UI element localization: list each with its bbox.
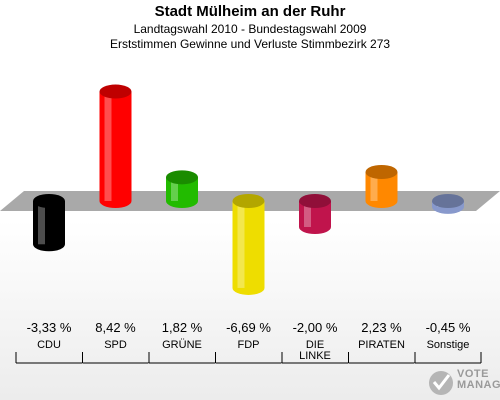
logo-line-2: MANAGER [457,379,500,391]
category-label-die-linke: DIE LINKE [299,339,331,362]
bar-die-linke [299,194,331,234]
category-label-fdp: FDP [238,339,260,351]
bar-spd [99,84,132,208]
logo-text: VOTE MANAGER [457,369,500,391]
category-labels-group: CDU SPD GRÜNE FDP DIE LINKE PIRATEN Sonstige [15,339,482,364]
chart-subtitle-2: Erststimmen Gewinne und Verluste Stimmbe… [109,37,391,51]
bar-bottom-cap [299,220,331,234]
logo-line-1: VOTE [457,368,489,380]
bar-top-cap [99,84,132,99]
category-label-spd: SPD [104,339,127,351]
bar-top-cap [299,194,331,208]
bar-top-cap [432,194,464,208]
category-label-cdu: CDU [37,339,61,351]
bar-highlight [237,201,245,288]
value-label-sonstige: -0,45 % [426,320,471,335]
chart-title: Stadt Mülheim an der Ruhr [154,3,346,20]
bar-cdu [33,194,65,252]
value-label-piraten: 2,23 % [361,320,402,335]
chart-subtitle: Landtagswahl 2010 - Bundestagswahl 2009 [133,22,367,36]
value-label-fdp: -6,69 % [226,320,271,335]
bar-top-cap [166,170,198,185]
bar-highlight [171,177,178,201]
bar-piraten [365,165,398,208]
value-label-cdu: -3,33 % [27,320,72,335]
bar-top-cap [33,194,65,208]
value-label-spd: 8,42 % [95,320,136,335]
bar-bottom-cap [232,280,265,295]
bar-gr-ne [166,170,198,208]
bar-top-cap [232,194,265,208]
bar-bottom-cap [166,194,198,208]
value-labels-group: -3,33 % 8,42 % 1,82 % -6,69 % -2,00 % 2,23 % -… [27,320,471,335]
bar-fdp [232,194,265,295]
category-label-gr-ne: GRÜNE [162,339,202,351]
bar-bottom-cap [33,237,65,252]
vote-manager-logo [429,371,453,395]
value-label-die-linke: -2,00 % [293,320,338,335]
bar-highlight [304,201,311,227]
bar-highlight [38,201,45,245]
bar-body [232,201,265,288]
bar-bottom-cap [365,194,398,208]
bar-body [99,91,132,201]
bars-group [33,84,464,295]
bar-highlight [104,91,112,201]
bar-highlight [370,172,378,201]
bar-sonstige [432,194,464,214]
category-label-piraten: PIRATEN [358,339,405,351]
value-label-gr-ne: 1,82 % [162,320,203,335]
bar-top-cap [365,165,398,180]
bar-bottom-cap [99,194,132,208]
category-label-sonstige: Sonstige [427,339,470,351]
